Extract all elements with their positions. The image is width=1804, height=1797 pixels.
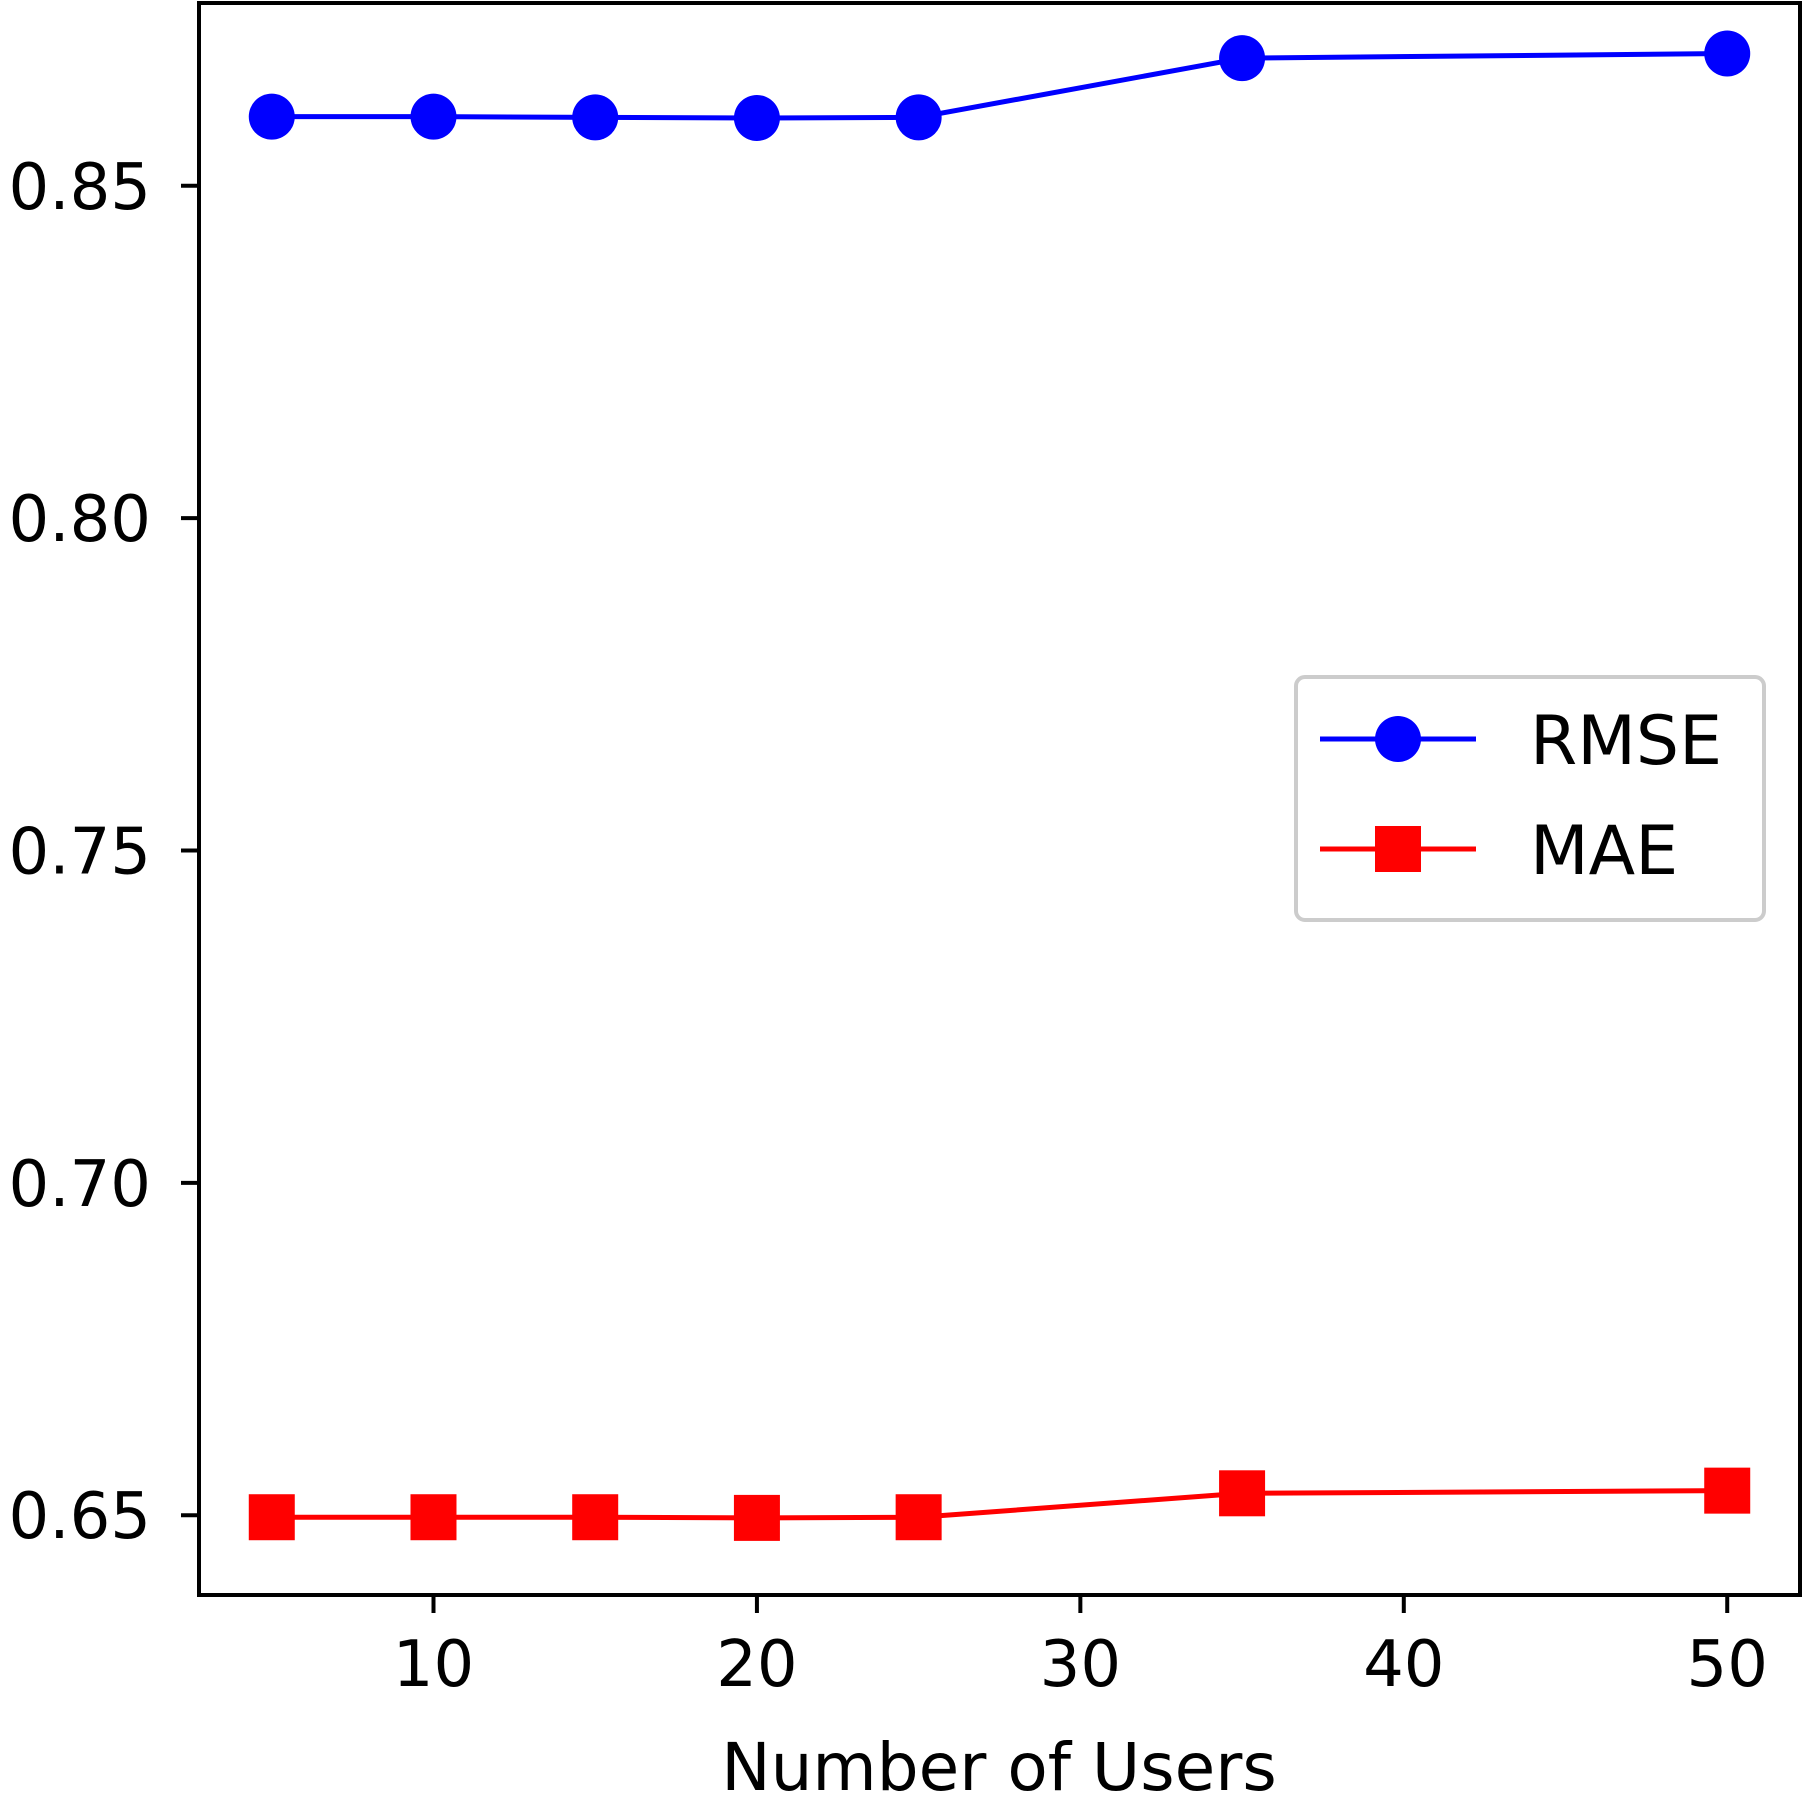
legend: RMSE MAE bbox=[1294, 675, 1766, 922]
axes-layer: 10 20 30 40 50 0.65 0.70 0.75 0.80 0.85 bbox=[9, 151, 1768, 1702]
mae-point bbox=[733, 1494, 780, 1541]
y-tick-label: 0.85 bbox=[9, 151, 152, 225]
mae-point bbox=[895, 1494, 942, 1541]
y-tick-label: 0.65 bbox=[9, 1480, 152, 1554]
legend-rmse-label: RMSE bbox=[1530, 702, 1722, 781]
plot-frame bbox=[197, 1, 1802, 1597]
rmse-point bbox=[410, 93, 457, 140]
x-tick-label: 40 bbox=[1363, 1628, 1444, 1702]
x-axis-label: Number of Users bbox=[721, 1729, 1277, 1797]
y-tick-label: 0.75 bbox=[9, 816, 152, 890]
legend-mae-label: MAE bbox=[1530, 812, 1678, 891]
series-layer bbox=[248, 30, 1751, 1541]
rmse-point bbox=[733, 94, 780, 141]
mae-point bbox=[410, 1494, 457, 1541]
rmse-series-line bbox=[271, 51, 1728, 121]
y-tick-label: 0.70 bbox=[9, 1148, 152, 1222]
mae-point bbox=[1704, 1467, 1751, 1514]
x-tick-label: 30 bbox=[1040, 1628, 1121, 1702]
mae-point bbox=[572, 1494, 619, 1541]
rmse-point bbox=[572, 94, 619, 141]
x-tick-label: 50 bbox=[1687, 1628, 1768, 1702]
legend-rmse-marker bbox=[1375, 716, 1421, 762]
rmse-point bbox=[248, 93, 295, 140]
mae-point bbox=[248, 1494, 295, 1541]
mae-point bbox=[1219, 1470, 1266, 1517]
x-tick-label: 20 bbox=[716, 1628, 797, 1702]
legend-mae-marker bbox=[1375, 826, 1421, 872]
x-tick-label: 10 bbox=[393, 1628, 474, 1702]
rmse-point bbox=[1704, 30, 1751, 77]
rmse-point bbox=[895, 94, 942, 141]
y-tick-label: 0.80 bbox=[9, 483, 152, 557]
rmse-point bbox=[1219, 35, 1266, 82]
mae-series-line bbox=[271, 1488, 1728, 1521]
